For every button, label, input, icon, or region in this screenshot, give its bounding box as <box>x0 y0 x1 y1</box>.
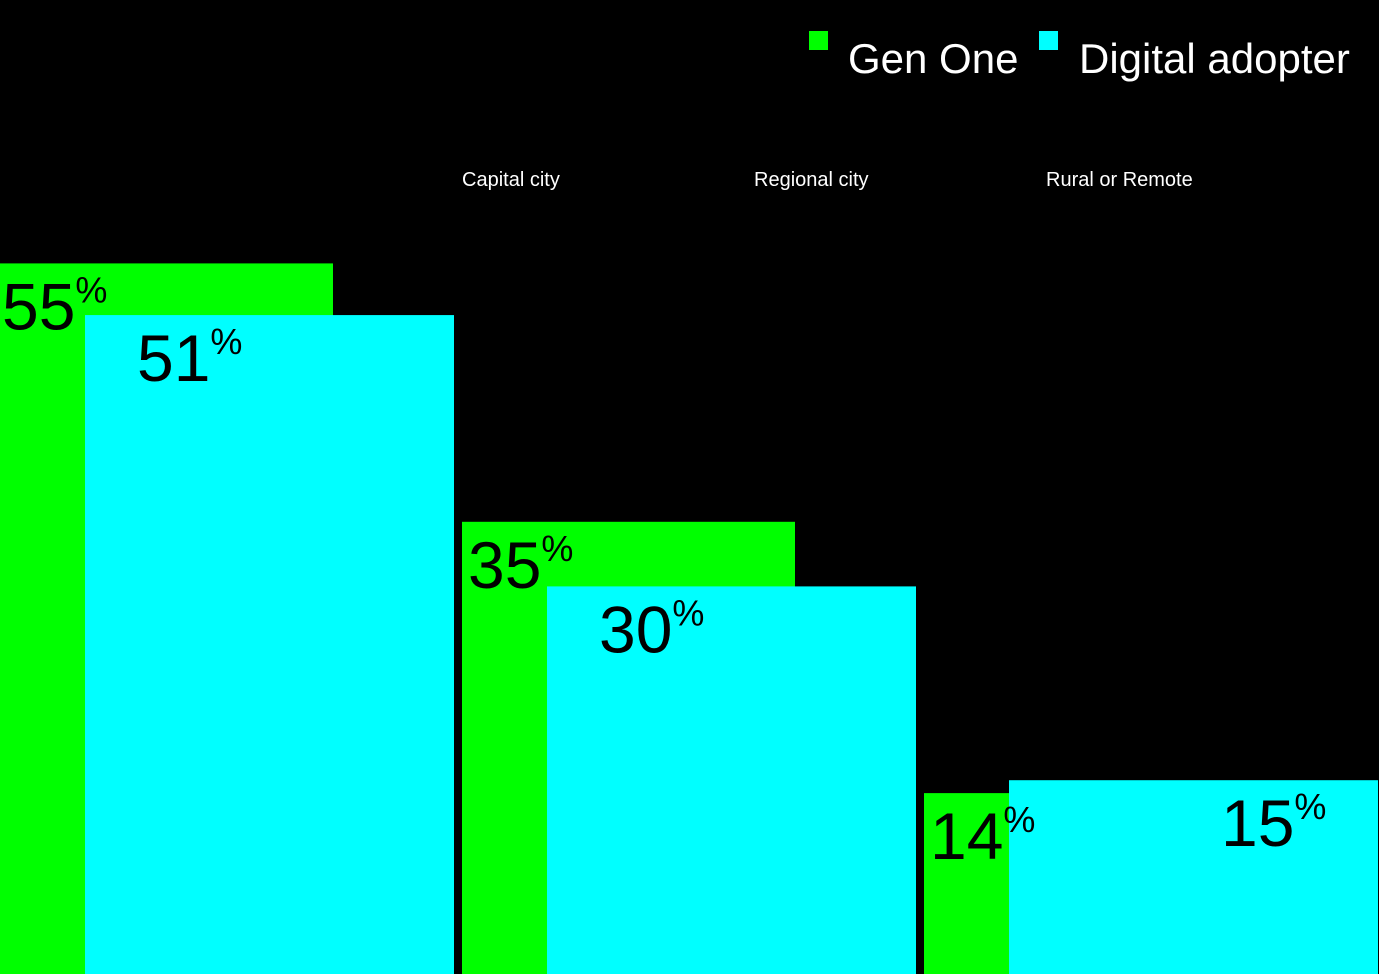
legend-swatch-digital-adopter <box>1039 31 1058 50</box>
percent-sign: % <box>210 321 242 362</box>
category-label-rural-or-remote: Rural or Remote <box>1046 169 1193 191</box>
legend-swatch-gen-one <box>809 31 828 50</box>
percent-sign: % <box>75 269 107 310</box>
legend: Gen One Digital adopter <box>809 31 1350 82</box>
legend-label-gen-one: Gen One <box>848 35 1018 82</box>
category-label-capital-city: Capital city <box>462 169 560 191</box>
percent-sign: % <box>541 528 573 569</box>
bar-digital-adopter-capital-city <box>85 315 454 974</box>
category-label-regional-city: Regional city <box>754 169 869 191</box>
legend-label-digital-adopter: Digital adopter <box>1079 35 1350 82</box>
percent-sign: % <box>672 592 704 633</box>
percent-sign: % <box>1003 799 1035 840</box>
percent-sign: % <box>1294 786 1326 827</box>
